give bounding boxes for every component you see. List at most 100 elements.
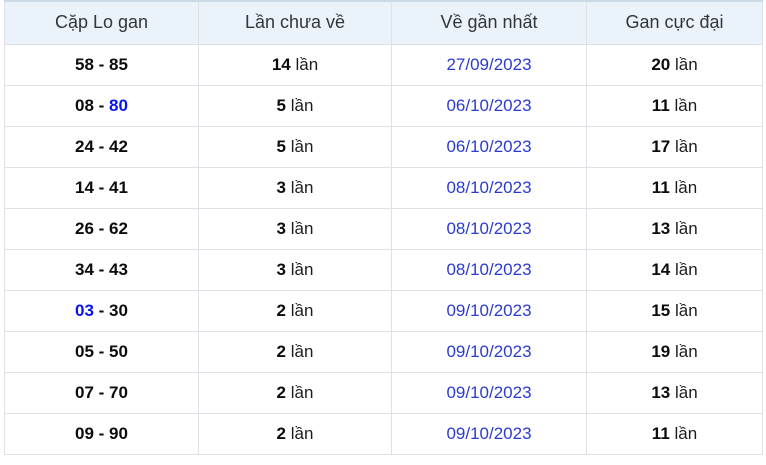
unit-label: lần — [286, 218, 314, 238]
pair-cell: 24 - 42 — [4, 125, 199, 168]
last-seen-cell: 09/10/2023 — [391, 371, 587, 414]
max-gan-count: 20 — [651, 54, 671, 74]
pair-first-number: 07 — [75, 382, 94, 402]
unit-label: lần — [670, 218, 698, 238]
missed-count: 3 — [276, 218, 287, 238]
table-row: 34 - 43 3 lần 08/10/2023 14 lần — [4, 248, 763, 291]
unit-label: lần — [670, 259, 698, 279]
unit-label: lần — [670, 300, 698, 320]
max-gan-count: 14 — [651, 259, 671, 279]
pair-second-number: 70 — [109, 382, 128, 402]
max-gan-count: 11 — [651, 423, 670, 443]
max-gan-cell: 19 lần — [586, 330, 763, 373]
date-link[interactable]: 09/10/2023 — [446, 382, 532, 402]
pair-separator: - — [93, 382, 110, 402]
max-gan-cell: 11 lần — [586, 412, 763, 455]
column-header-last-seen-date: Về gần nhất — [391, 0, 587, 45]
missed-count: 2 — [276, 300, 287, 320]
unit-label: lần — [670, 54, 698, 74]
missed-count-cell: 3 lần — [198, 207, 392, 250]
max-gan-count: 13 — [651, 218, 671, 238]
pair-separator: - — [93, 136, 110, 156]
table-row: 26 - 62 3 lần 08/10/2023 13 lần — [4, 207, 763, 250]
unit-label: lần — [286, 423, 314, 443]
pair-separator: - — [93, 300, 110, 320]
max-gan-cell: 17 lần — [586, 125, 763, 168]
unit-label: lần — [286, 95, 314, 115]
pair-cell: 05 - 50 — [4, 330, 199, 373]
unit-label: lần — [286, 300, 314, 320]
date-link[interactable]: 09/10/2023 — [446, 423, 532, 443]
last-seen-cell: 08/10/2023 — [391, 207, 587, 250]
pair-cell: 34 - 43 — [4, 248, 199, 291]
missed-count: 14 — [271, 54, 291, 74]
pair-cell: 58 - 85 — [4, 43, 199, 86]
last-seen-cell: 09/10/2023 — [391, 412, 587, 455]
pair-second-number: 42 — [109, 136, 128, 156]
table-row: 05 - 50 2 lần 09/10/2023 19 lần — [4, 330, 763, 373]
pair-second-number[interactable]: 80 — [109, 95, 128, 115]
date-link[interactable]: 06/10/2023 — [446, 95, 532, 115]
last-seen-cell: 09/10/2023 — [391, 289, 587, 332]
pair-separator: - — [93, 341, 110, 361]
pair-separator: - — [93, 423, 110, 443]
missed-count: 3 — [276, 259, 287, 279]
max-gan-cell: 11 lần — [586, 84, 763, 127]
pair-cell: 09 - 90 — [4, 412, 199, 455]
missed-count: 2 — [276, 341, 287, 361]
pair-first-number: 05 — [75, 341, 94, 361]
missed-count: 5 — [276, 95, 287, 115]
date-link[interactable]: 08/10/2023 — [446, 177, 532, 197]
max-gan-count: 19 — [651, 341, 671, 361]
unit-label: lần — [670, 382, 698, 402]
pair-separator: - — [93, 259, 110, 279]
max-gan-cell: 15 lần — [586, 289, 763, 332]
pair-separator: - — [93, 177, 110, 197]
pair-cell: 26 - 62 — [4, 207, 199, 250]
missed-count: 5 — [276, 136, 287, 156]
last-seen-cell: 06/10/2023 — [391, 84, 587, 127]
date-link[interactable]: 09/10/2023 — [446, 341, 532, 361]
pair-second-number: 50 — [109, 341, 128, 361]
missed-count-cell: 2 lần — [198, 371, 392, 414]
lo-gan-stats-section: Cặp Lo gan Lần chưa về Về gần nhất Gan c… — [4, 0, 763, 455]
missed-count: 2 — [276, 382, 287, 402]
pair-first-number: 26 — [75, 218, 94, 238]
unit-label: lần — [286, 177, 314, 197]
pair-cell: 03 - 30 — [4, 289, 199, 332]
table-row: 14 - 41 3 lần 08/10/2023 11 lần — [4, 166, 763, 209]
date-link[interactable]: 08/10/2023 — [446, 259, 532, 279]
unit-label: lần — [670, 341, 698, 361]
date-link[interactable]: 09/10/2023 — [446, 300, 532, 320]
max-gan-count: 11 — [651, 177, 670, 197]
last-seen-cell: 06/10/2023 — [391, 125, 587, 168]
lo-gan-pairs-table: Cặp Lo gan Lần chưa về Về gần nhất Gan c… — [4, 0, 763, 455]
pair-second-number: 85 — [109, 54, 128, 74]
pair-first-number[interactable]: 03 — [75, 300, 94, 320]
pair-cell: 07 - 70 — [4, 371, 199, 414]
table-row: 09 - 90 2 lần 09/10/2023 11 lần — [4, 412, 763, 455]
pair-first-number: 08 — [75, 95, 94, 115]
table-row: 03 - 30 2 lần 09/10/2023 15 lần — [4, 289, 763, 332]
column-header-pair: Cặp Lo gan — [4, 0, 199, 45]
missed-count-cell: 14 lần — [198, 43, 392, 86]
pair-cell: 08 - 80 — [4, 84, 199, 127]
max-gan-cell: 14 lần — [586, 248, 763, 291]
unit-label: lần — [669, 177, 698, 197]
table-row: 58 - 85 14 lần 27/09/2023 20 lần — [4, 43, 763, 86]
last-seen-cell: 27/09/2023 — [391, 43, 587, 86]
pair-second-number: 41 — [109, 177, 128, 197]
date-link[interactable]: 27/09/2023 — [446, 54, 532, 74]
max-gan-cell: 13 lần — [586, 371, 763, 414]
pair-first-number: 24 — [75, 136, 94, 156]
max-gan-cell: 11 lần — [586, 166, 763, 209]
unit-label: lần — [669, 95, 698, 115]
missed-count: 3 — [276, 177, 287, 197]
date-link[interactable]: 06/10/2023 — [446, 136, 532, 156]
missed-count-cell: 3 lần — [198, 248, 392, 291]
max-gan-count: 11 — [651, 95, 670, 115]
last-seen-cell: 08/10/2023 — [391, 248, 587, 291]
date-link[interactable]: 08/10/2023 — [446, 218, 532, 238]
last-seen-cell: 09/10/2023 — [391, 330, 587, 373]
last-seen-cell: 08/10/2023 — [391, 166, 587, 209]
